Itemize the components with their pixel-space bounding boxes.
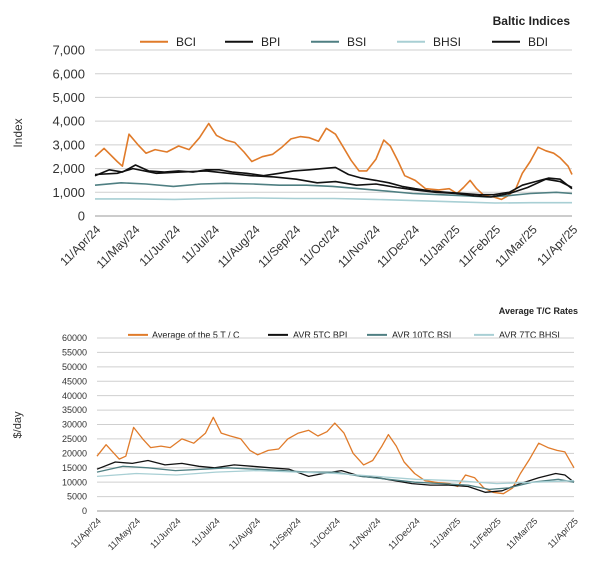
series-line: [94, 167, 573, 198]
legend-label: AVR 5TC BPI: [293, 330, 347, 340]
series-line: [94, 182, 573, 198]
y-tick-label: 10000: [62, 477, 87, 487]
y-tick-label: 7,000: [52, 43, 85, 58]
legend-label: Average of the 5 T / C: [152, 330, 240, 340]
series-line: [96, 459, 575, 493]
x-tick-label: 11/May/24: [94, 222, 143, 271]
x-tick-label: 11/Jun/24: [148, 516, 183, 551]
legend-label: BHSI: [433, 35, 461, 49]
y-tick-label: 0: [82, 506, 87, 516]
legend-item: Average of the 5 T / C: [128, 330, 240, 340]
y-tick-label: 40000: [62, 391, 87, 401]
legend-item: BSI: [311, 35, 366, 49]
x-tick-label: 11/Aug/24: [227, 516, 263, 552]
x-tick-label: 11/Jan/25: [416, 222, 463, 269]
y-axis-label: $/day: [12, 411, 24, 438]
legend-label: BCI: [176, 35, 196, 49]
x-tick-label: 11/Apr/25: [534, 222, 580, 268]
series-line: [94, 122, 573, 201]
y-axis: 0 5000 10000 15000 20000 25000 30000 35000 40000…: [62, 333, 87, 516]
x-tick-label: 11/Oct/24: [308, 516, 342, 550]
x-tick-label: 11/Nov/24: [347, 516, 383, 552]
y-tick-label: 0: [78, 209, 85, 224]
y-tick-label: 50000: [62, 362, 87, 372]
y-axis-label: Index: [11, 118, 25, 147]
series-line: [96, 469, 575, 485]
x-tick-label: 11/May/24: [106, 516, 142, 552]
legend-label: BDI: [528, 35, 548, 49]
y-tick-label: 55000: [62, 348, 87, 358]
grid: [95, 49, 572, 217]
legend-label: BPI: [261, 35, 280, 49]
series-line: [96, 416, 575, 495]
chart-title: Average T/C Rates: [499, 306, 578, 316]
x-tick-label: 11/Jun/24: [137, 222, 184, 269]
y-tick-label: 2,000: [52, 161, 85, 176]
legend-item: AVR 7TC BHSI: [474, 330, 560, 340]
y-tick-label: 35000: [62, 405, 87, 415]
y-tick-label: 15000: [62, 463, 87, 473]
y-tick-label: 60000: [62, 333, 87, 343]
x-tick-label: 11/Dec/24: [374, 222, 422, 270]
y-tick-label: 25000: [62, 434, 87, 444]
y-tick-label: 45000: [62, 376, 87, 386]
x-tick-label: 11/Sep/24: [267, 516, 303, 552]
legend-item: BCI: [140, 35, 196, 49]
y-tick-label: 5,000: [52, 90, 85, 105]
series-lines: [96, 416, 575, 495]
chart-legend: BCI BPI BSI BHSI BDI: [140, 35, 548, 49]
x-tick-label: 11/Sep/24: [255, 222, 303, 270]
x-tick-label: 11/Aug/24: [215, 222, 263, 270]
x-tick-label: 11/Mar/25: [504, 516, 539, 551]
y-axis: 0 1,000 2,000 3,000 4,000 5,000 6,000 7,000: [52, 43, 85, 224]
series-lines: [94, 122, 573, 204]
x-tick-label: 11/Apr/24: [69, 516, 103, 550]
legend-label: AVR 7TC BHSI: [499, 330, 560, 340]
legend-label: BSI: [347, 35, 366, 49]
legend-item: BPI: [225, 35, 280, 49]
y-tick-label: 6,000: [52, 66, 85, 81]
y-tick-label: 1,000: [52, 185, 85, 200]
chart-legend: Average of the 5 T / C AVR 5TC BPI AVR 10T…: [128, 330, 560, 340]
legend-label: AVR 10TC BSI: [392, 330, 451, 340]
chart-title: Baltic Indices: [493, 14, 571, 28]
x-tick-label: 11/Apr/25: [546, 516, 580, 550]
x-tick-label: 11/Dec/24: [386, 516, 422, 552]
x-tick-label: 11/Feb/25: [468, 516, 503, 551]
legend-item: AVR 5TC BPI: [268, 330, 347, 340]
y-tick-label: 20000: [62, 448, 87, 458]
series-line: [96, 465, 575, 491]
series-line: [95, 197, 572, 204]
x-tick-label: 11/Jul/24: [189, 516, 221, 548]
baltic-indices-chart: Baltic Indices BCI BPI BSI BHSI BDI Index 01…: [11, 14, 581, 271]
series-line: [94, 164, 573, 196]
y-tick-label: 4,000: [52, 114, 85, 129]
legend-item: BDI: [492, 35, 548, 49]
y-tick-label: 30000: [62, 420, 87, 430]
y-tick-label: 3,000: [52, 137, 85, 152]
x-tick-label: 11/Jan/25: [428, 516, 463, 551]
y-tick-label: 5000: [67, 492, 87, 502]
legend-item: BHSI: [397, 35, 461, 49]
legend-item: AVR 10TC BSI: [367, 330, 451, 340]
x-axis: 11/Apr/2411/May/2411/Jun/2411/Jul/2411/A…: [57, 222, 580, 271]
avg-tc-rates-chart: Average T/C Rates Average of the 5 T / C…: [12, 306, 580, 552]
